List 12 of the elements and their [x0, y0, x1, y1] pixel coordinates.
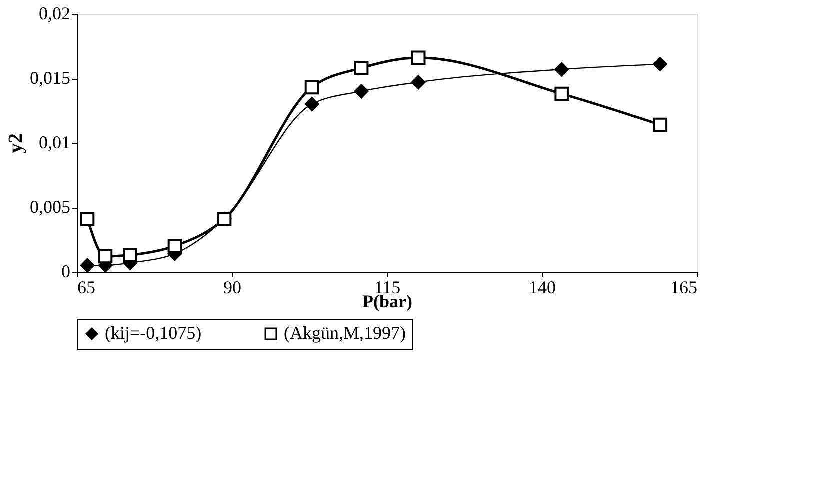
y-tick-label: 0,01 [39, 132, 70, 152]
x-tick-label: 65 [78, 278, 96, 298]
legend-label: (Akgün,M,1997) [284, 323, 406, 343]
legend-label: (kij=-0,1075) [105, 323, 202, 343]
x-tick-label: 90 [224, 278, 242, 298]
y-tick-label: 0,005 [30, 197, 70, 217]
y-tick-label: 0 [62, 262, 70, 282]
y-tick-label: 0,02 [39, 4, 70, 24]
x-tick-label: 165 [670, 278, 698, 298]
x-tick-label: 140 [529, 278, 556, 298]
y-axis-title: y2 [5, 134, 27, 154]
y-tick-label: 0,015 [30, 68, 70, 88]
